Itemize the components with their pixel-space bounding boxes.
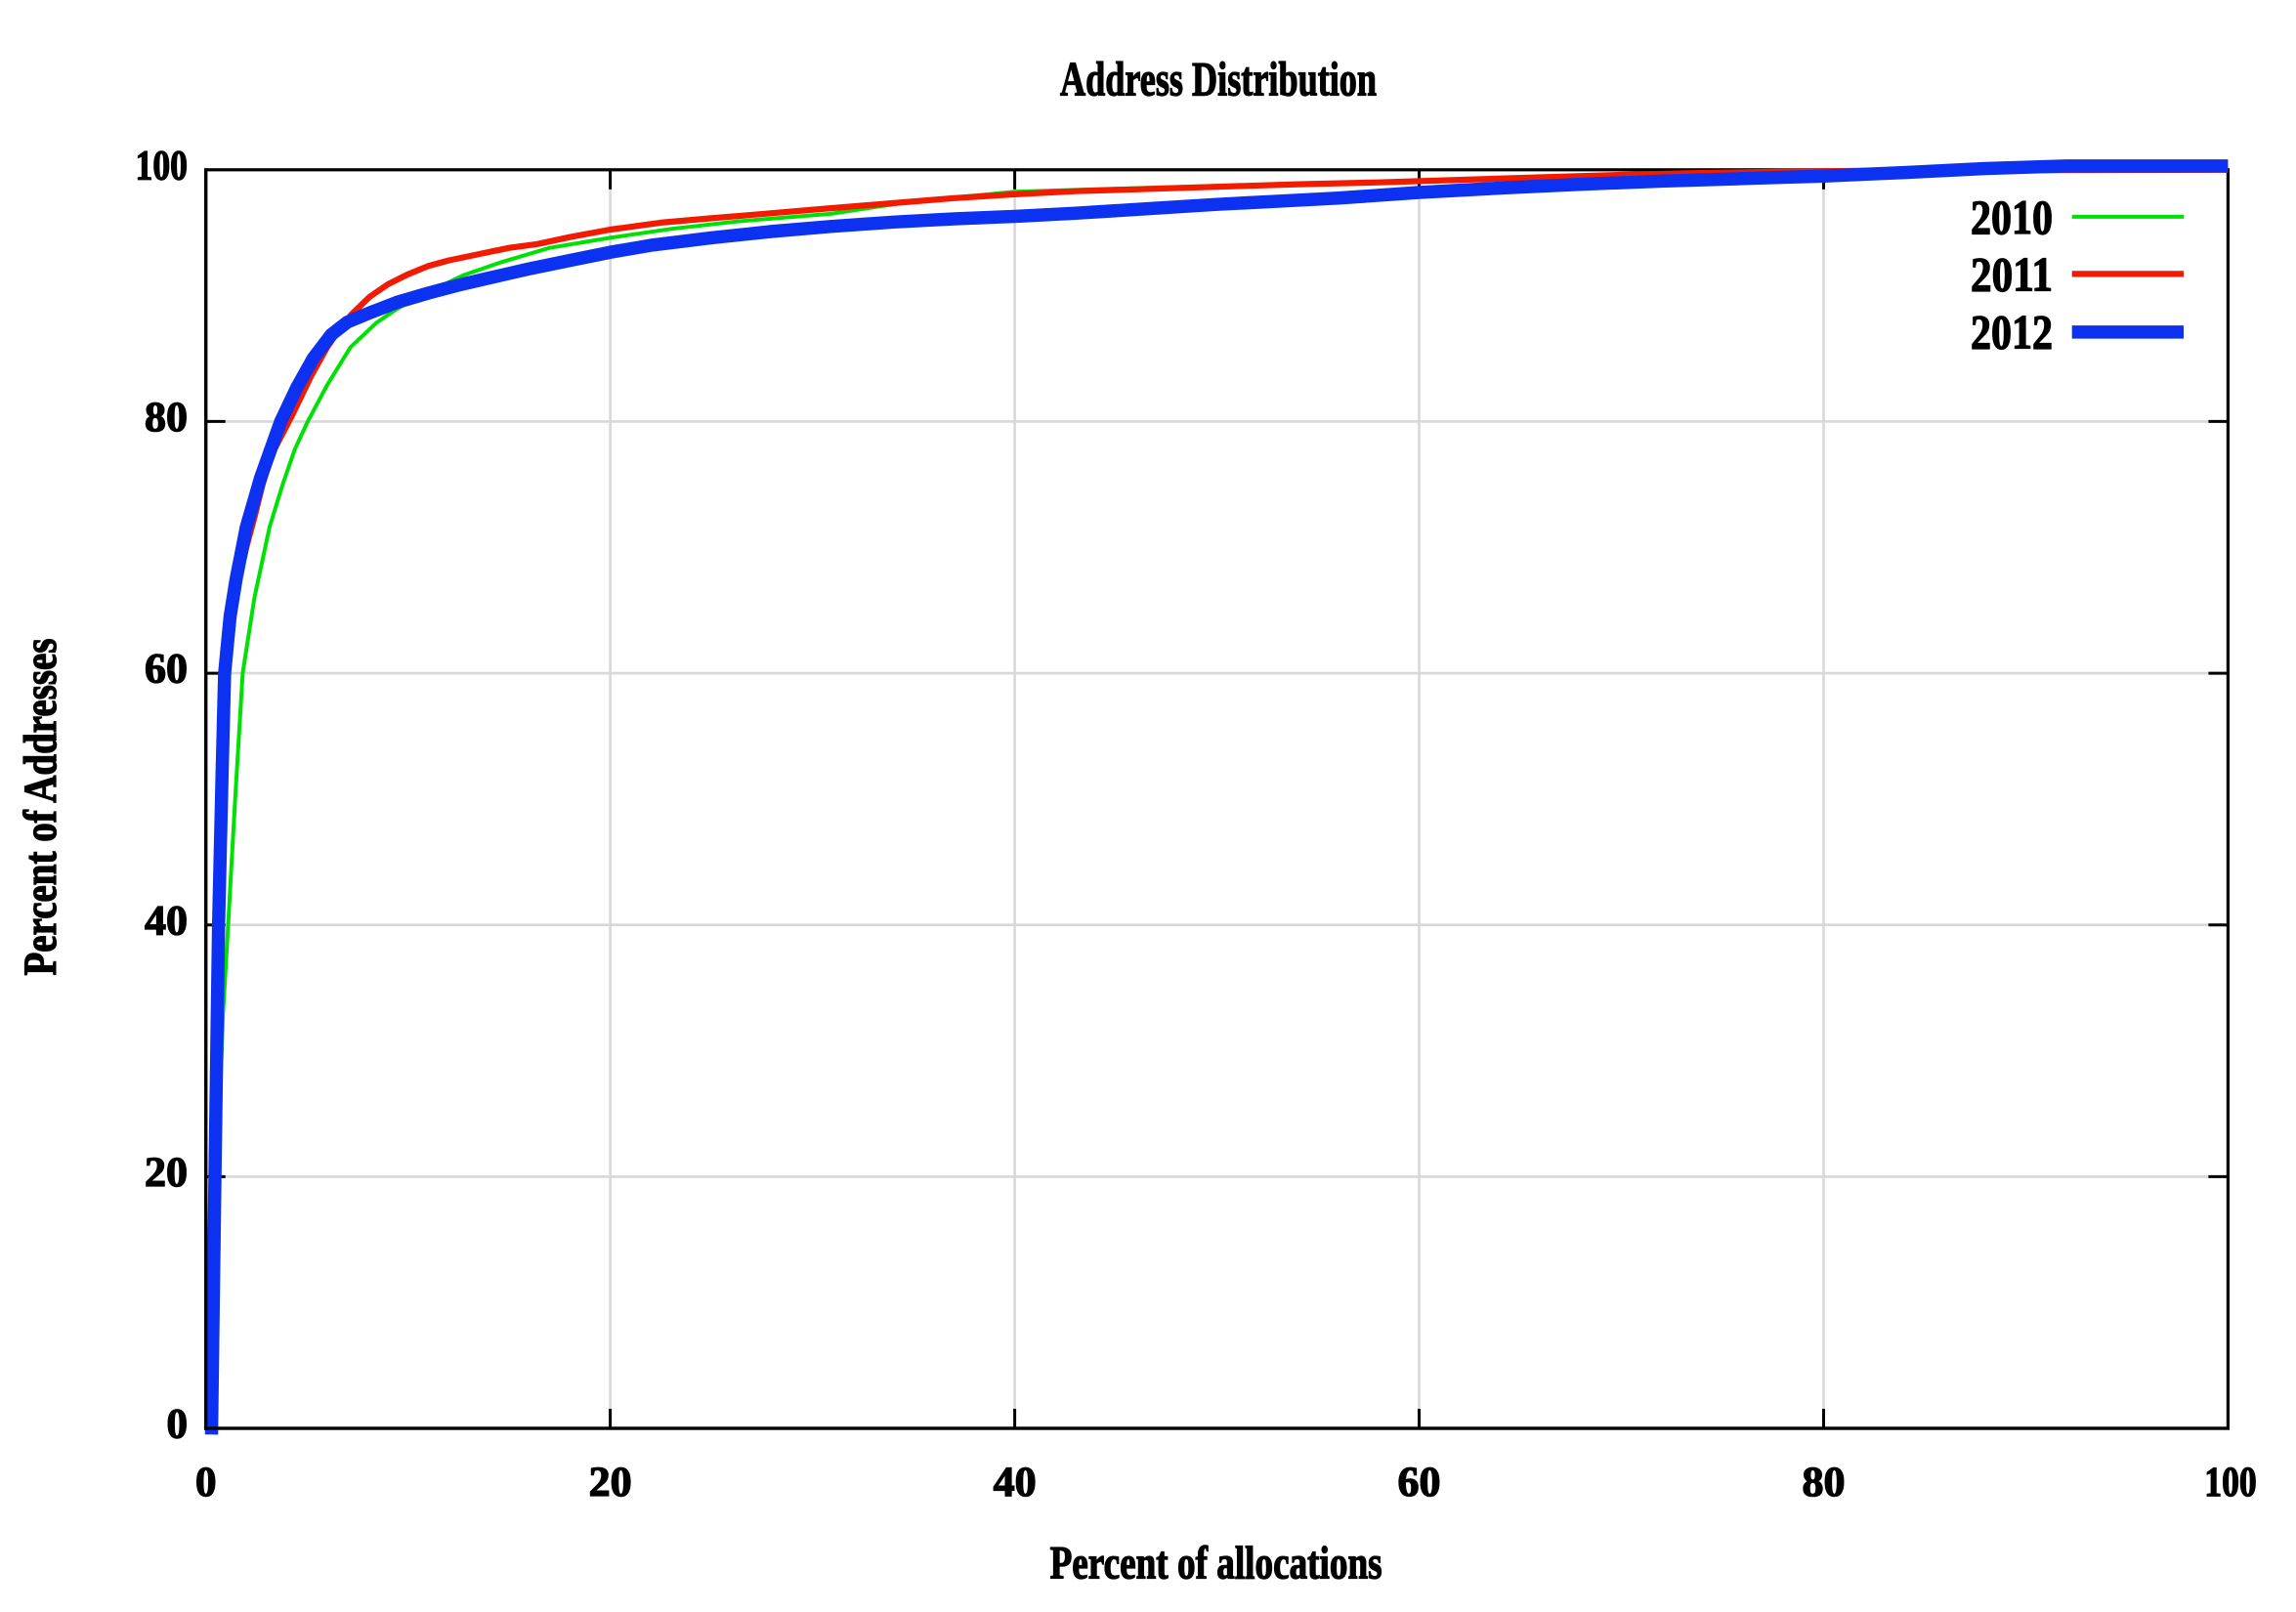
svg-text:100: 100 xyxy=(2204,1460,2257,1506)
svg-text:40: 40 xyxy=(145,898,188,944)
svg-text:Percent of Addresses: Percent of Addresses xyxy=(15,639,66,976)
svg-text:60: 60 xyxy=(145,647,188,693)
svg-text:20: 20 xyxy=(145,1150,188,1196)
svg-text:20: 20 xyxy=(589,1460,632,1506)
svg-text:Percent of allocations: Percent of allocations xyxy=(1050,1538,1382,1590)
svg-text:40: 40 xyxy=(994,1460,1037,1506)
svg-text:2011: 2011 xyxy=(1971,247,2053,302)
svg-text:60: 60 xyxy=(1398,1460,1441,1506)
svg-text:Address Distribution: Address Distribution xyxy=(1060,52,1377,106)
svg-text:80: 80 xyxy=(145,395,188,441)
svg-text:0: 0 xyxy=(195,1460,217,1506)
svg-text:100: 100 xyxy=(136,143,189,189)
svg-text:2012: 2012 xyxy=(1971,305,2053,360)
svg-text:2010: 2010 xyxy=(1971,190,2053,244)
svg-text:80: 80 xyxy=(1802,1460,1845,1506)
svg-text:0: 0 xyxy=(167,1402,189,1448)
